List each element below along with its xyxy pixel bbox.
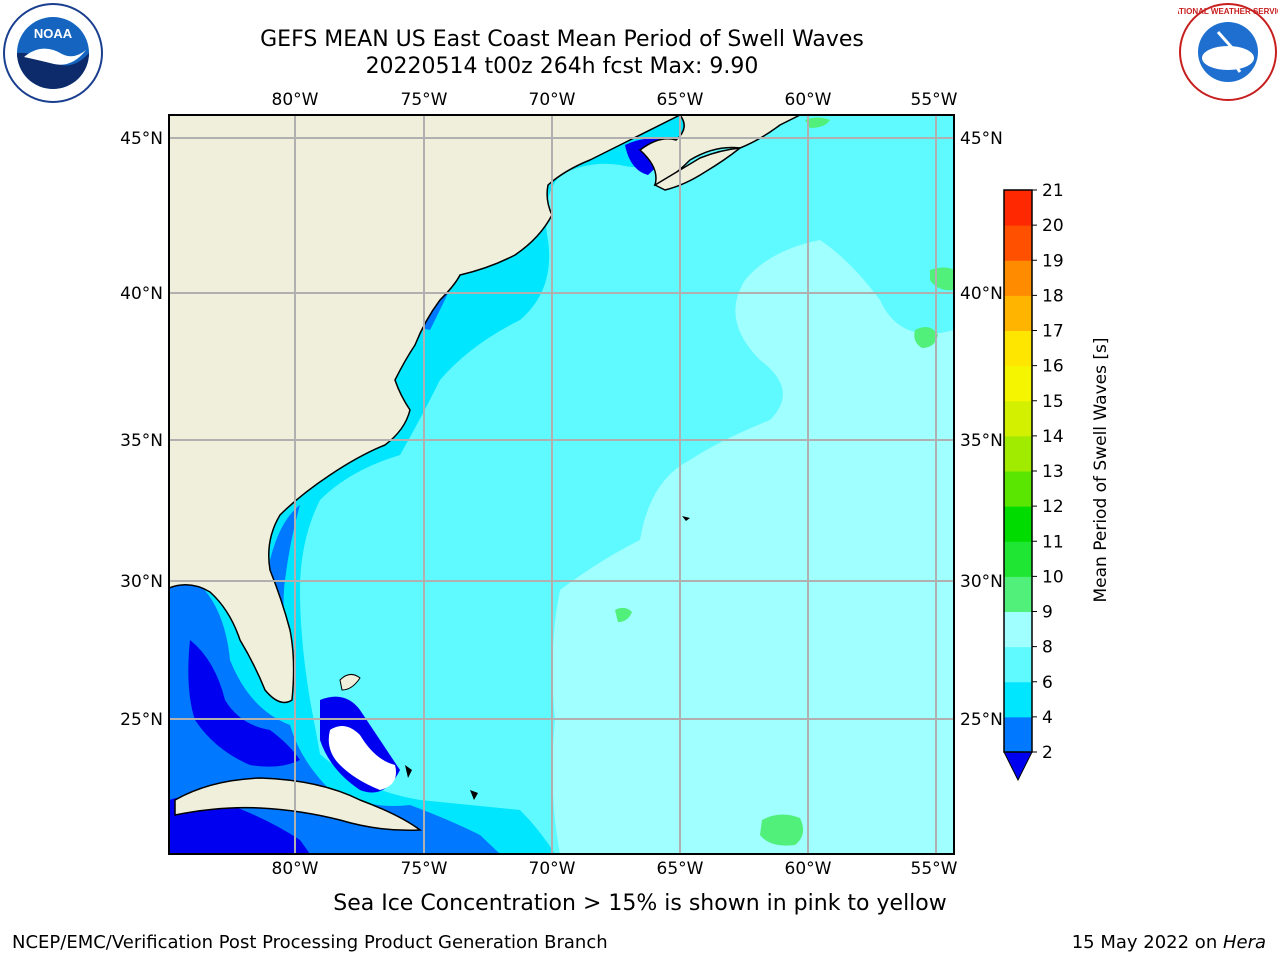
colorbar-tick-label: 12 <box>1042 497 1064 517</box>
colorbar-tick-label: 2 <box>1042 743 1053 763</box>
colorbar-swatch <box>1004 400 1032 437</box>
bahamas-island-a <box>339 674 361 691</box>
colorbar-tick-label: 10 <box>1042 567 1064 587</box>
colorbar-swatch <box>1004 681 1032 718</box>
bahamas-island-c <box>470 790 478 800</box>
nws-logo-text: NATIONAL WEATHER SERVICE <box>1178 7 1278 16</box>
map-frame <box>168 114 955 855</box>
lat-label-left-25n: 25°N <box>120 710 163 730</box>
lon-label-bottom-70w: 70°W <box>529 859 576 879</box>
colorbar-tick-label: 17 <box>1042 322 1064 342</box>
lon-label-top-55w: 55°W <box>911 90 958 110</box>
colorbar-swatch <box>1004 365 1032 402</box>
lon-label-top-75w: 75°W <box>401 90 448 110</box>
colorbar-tick-label: 13 <box>1042 462 1064 482</box>
colorbar-tick-label: 21 <box>1042 181 1064 201</box>
lon-label-top-60w: 60°W <box>785 90 832 110</box>
run-date-credit: 15 May 2022 on Hera <box>1072 932 1266 953</box>
nova-scotia-land <box>653 147 743 191</box>
lon-label-top-65w: 65°W <box>657 90 704 110</box>
colorbar-swatch <box>1004 295 1032 331</box>
ocean-field-9-10-d <box>615 607 632 622</box>
colorbar-tick-label: 16 <box>1042 357 1064 377</box>
ocean-field-9-10-e <box>805 117 830 128</box>
lon-label-bottom-75w: 75°W <box>401 859 448 879</box>
colorbar-tick-label: 11 <box>1042 532 1064 552</box>
bahamas-banks <box>328 726 396 790</box>
colorbar-tick-label: 14 <box>1042 427 1064 447</box>
colorbar-swatch <box>1004 541 1032 577</box>
colorbar-extend-min <box>1003 751 1033 782</box>
noaa-logo: NOAA <box>3 3 103 103</box>
lat-label-left-40n: 40°N <box>120 284 163 304</box>
map-plot-area <box>169 115 954 854</box>
noaa-logo-text: NOAA <box>34 26 73 41</box>
bermuda-island <box>682 516 690 521</box>
colorbar-tick-label: 9 <box>1042 603 1053 623</box>
bahamas-island-b <box>405 765 412 778</box>
colorbar-swatch <box>1004 576 1032 612</box>
lon-label-bottom-65w: 65°W <box>657 859 704 879</box>
colorbar-tick-label: 6 <box>1042 673 1053 693</box>
lat-label-left-45n: 45°N <box>120 129 163 149</box>
ocean-field-lt2-gulf <box>188 640 300 767</box>
graticule <box>169 115 954 854</box>
colorbar-tick-label: 18 <box>1042 286 1064 306</box>
lon-label-bottom-80w: 80°W <box>272 859 319 879</box>
lat-label-right-35n: 35°N <box>960 431 1003 451</box>
colorbar-swatch <box>1004 190 1032 226</box>
nws-logo: NATIONAL WEATHER SERVICE <box>1178 3 1278 101</box>
colorbar-swatch <box>1004 611 1032 648</box>
lat-label-right-40n: 40°N <box>960 284 1003 304</box>
lat-label-right-45n: 45°N <box>960 129 1003 149</box>
lon-label-top-80w: 80°W <box>272 90 319 110</box>
lat-label-right-30n: 30°N <box>960 572 1003 592</box>
colorbar-label: Mean Period of Swell Waves [s] <box>1091 338 1111 603</box>
lon-label-bottom-60w: 60°W <box>785 859 832 879</box>
colorbar-tick-label: 20 <box>1042 216 1064 236</box>
colorbar-swatch <box>1004 471 1032 507</box>
colorbar-tick-label: 8 <box>1042 638 1053 658</box>
colorbar: 2 4 6 8 9 10 11 12 13 14 15 16 17 18 19 20 21 <box>1003 181 1064 782</box>
colorbar-swatch <box>1004 716 1032 753</box>
colorbar-tick-label: 4 <box>1042 708 1053 728</box>
lon-label-bottom-55w: 55°W <box>911 859 958 879</box>
colorbar-swatch <box>1004 646 1032 683</box>
ocean-field-9-10-c <box>914 326 938 348</box>
colorbar-swatch <box>1004 435 1032 472</box>
colorbar-swatch <box>1004 506 1032 542</box>
colorbar-tick-label: 19 <box>1042 251 1064 271</box>
producer-credit: NCEP/EMC/Verification Post Processing Pr… <box>12 932 608 953</box>
plot-title: GEFS MEAN US East Coast Mean Period of S… <box>260 27 864 52</box>
colorbar-tick-label: 15 <box>1042 392 1064 412</box>
colorbar-swatch <box>1004 330 1032 367</box>
lat-label-left-35n: 35°N <box>120 431 163 451</box>
colorbar-swatch <box>1004 225 1032 261</box>
run-date: 15 May 2022 on <box>1071 932 1223 953</box>
colorbar-swatch <box>1004 260 1032 296</box>
lat-label-right-25n: 25°N <box>960 710 1003 730</box>
ocean-field-9-10-a <box>760 814 804 846</box>
sea-ice-note: Sea Ice Concentration > 15% is shown in … <box>333 891 947 916</box>
plot-subtitle: 20220514 t00z 264h fcst Max: 9.90 <box>365 54 759 79</box>
cuba-land <box>174 777 423 832</box>
lat-label-left-30n: 30°N <box>120 572 163 592</box>
machine-name: Hera <box>1222 932 1266 953</box>
lon-label-top-70w: 70°W <box>529 90 576 110</box>
